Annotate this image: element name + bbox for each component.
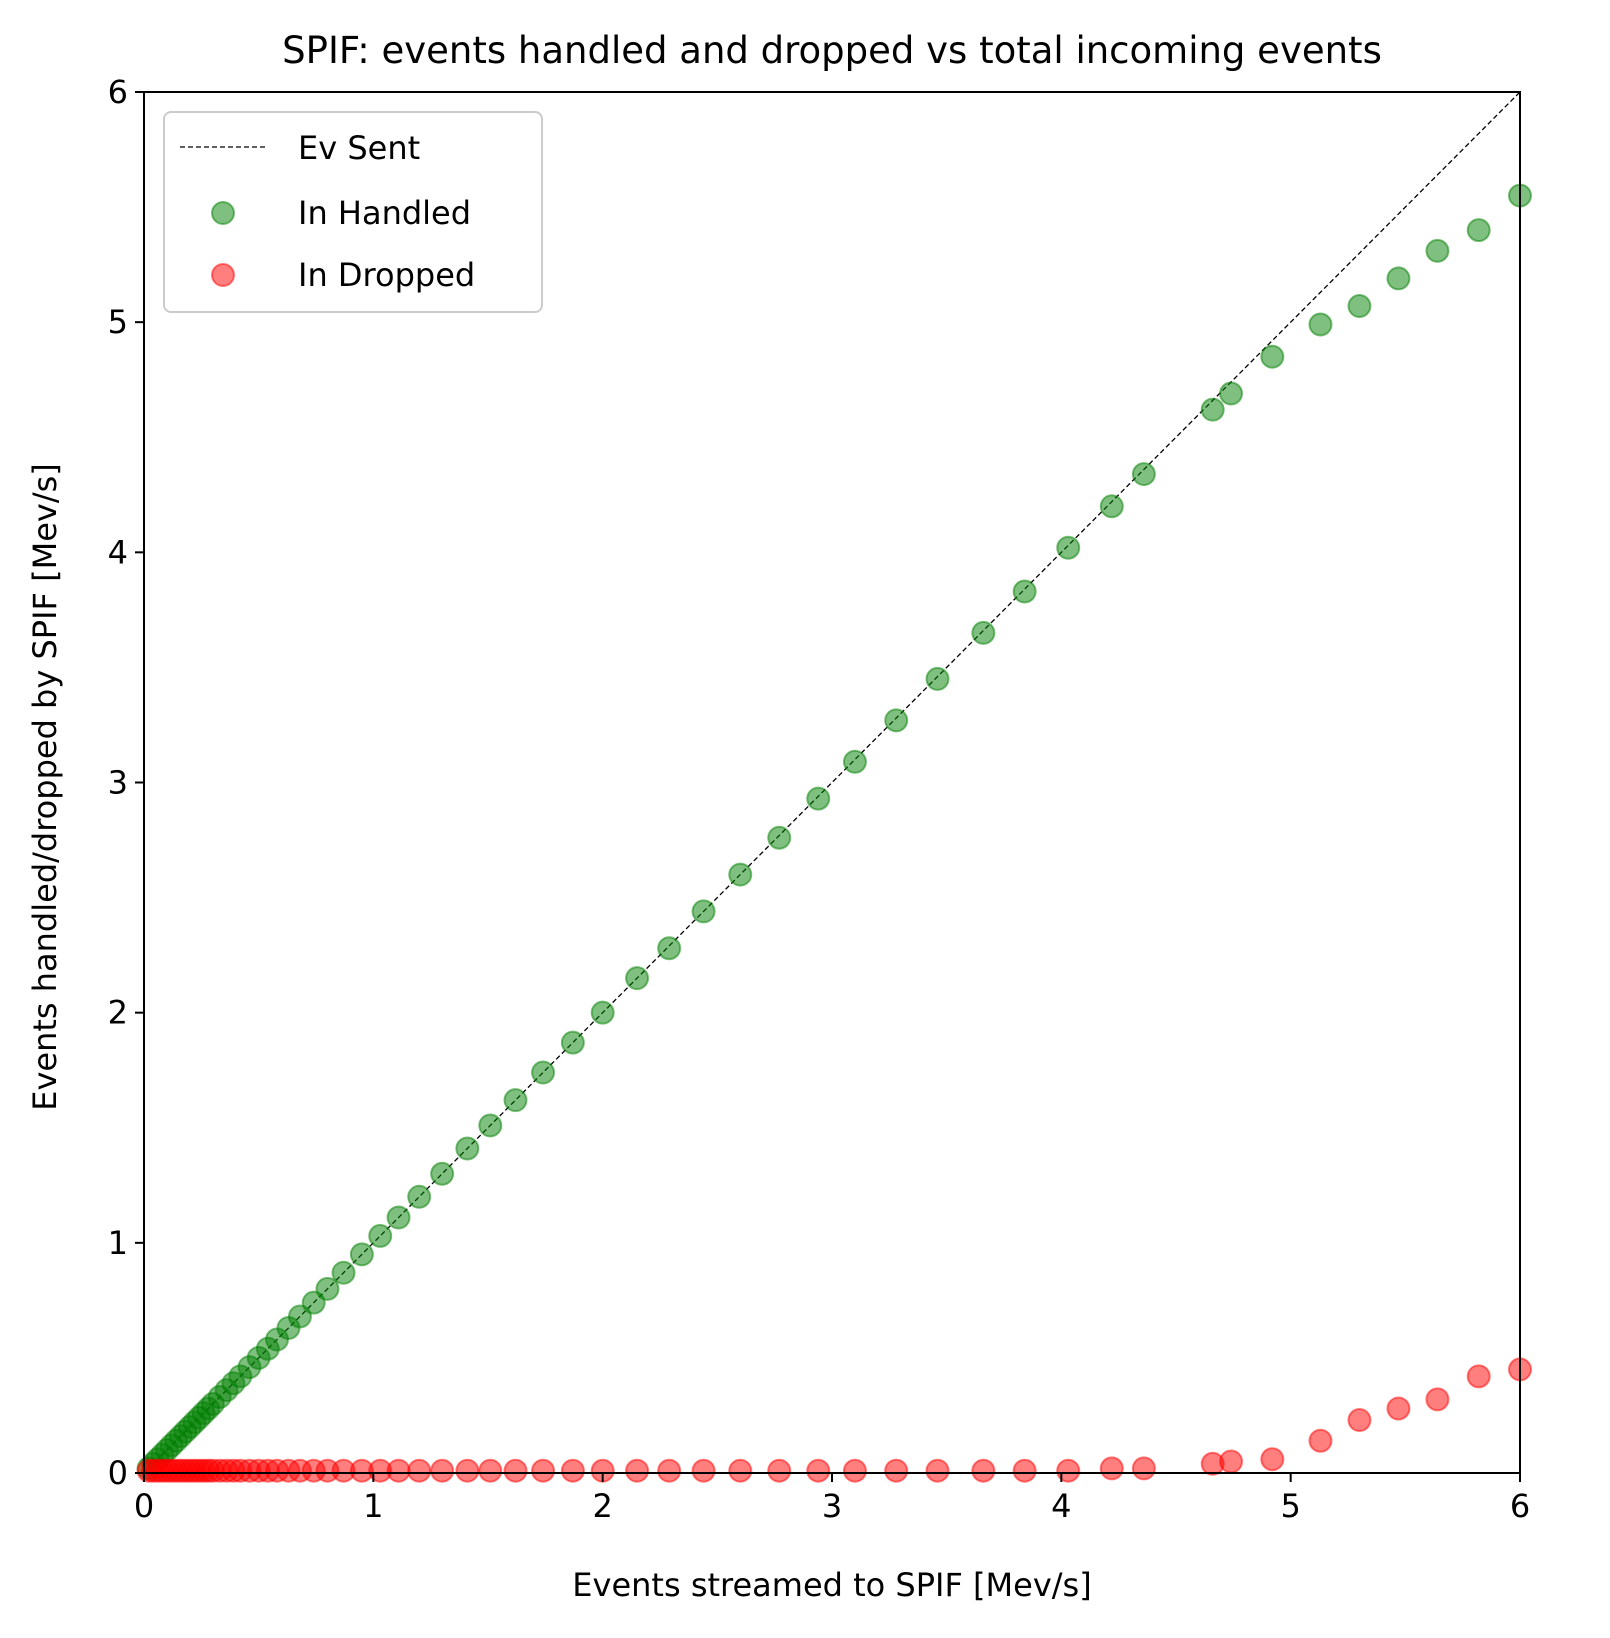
y-tick-label: 5 bbox=[108, 303, 128, 341]
legend-label-ev-sent: Ev Sent bbox=[298, 129, 420, 167]
in-handled-point bbox=[531, 1060, 556, 1085]
in-dropped-point bbox=[1012, 1458, 1037, 1483]
in-dropped-point bbox=[842, 1458, 867, 1483]
in-dropped-point bbox=[430, 1458, 455, 1483]
in-handled-point bbox=[1131, 462, 1156, 487]
in-handled-point bbox=[1386, 266, 1411, 291]
in-dropped-point bbox=[455, 1458, 480, 1483]
series-in-dropped bbox=[136, 1357, 1532, 1483]
in-handled-point bbox=[478, 1113, 503, 1138]
x-tick-label: 3 bbox=[822, 1487, 842, 1525]
legend-label-in-dropped: In Dropped bbox=[298, 256, 475, 294]
y-tick-label: 6 bbox=[108, 73, 128, 111]
in-handled-point bbox=[691, 899, 716, 924]
in-handled-point bbox=[1466, 218, 1491, 243]
y-tick-label: 4 bbox=[108, 533, 128, 571]
in-dropped-point bbox=[503, 1458, 528, 1483]
x-tick-label: 1 bbox=[363, 1487, 383, 1525]
in-handled-point bbox=[1012, 579, 1037, 604]
in-handled-point bbox=[368, 1223, 393, 1248]
in-handled-point bbox=[455, 1136, 480, 1161]
in-dropped-point bbox=[386, 1458, 411, 1483]
in-handled-point bbox=[386, 1205, 411, 1230]
y-axis-label: Events handled/dropped by SPIF [Mev/s] bbox=[26, 463, 64, 1111]
in-handled-point bbox=[1099, 494, 1124, 519]
y-tick-label: 0 bbox=[108, 1454, 128, 1492]
in-handled-point bbox=[971, 620, 996, 645]
in-dropped-point bbox=[806, 1458, 831, 1483]
in-handled-point bbox=[657, 936, 682, 961]
in-handled-point bbox=[806, 786, 831, 811]
in-dropped-point bbox=[560, 1458, 585, 1483]
in-dropped-point bbox=[971, 1458, 996, 1483]
in-dropped-point bbox=[657, 1458, 682, 1483]
legend-label-in-handled: In Handled bbox=[298, 194, 471, 232]
x-tick-label: 6 bbox=[1510, 1487, 1530, 1525]
x-tick-label: 2 bbox=[592, 1487, 612, 1525]
plot-area bbox=[136, 91, 1532, 1483]
in-handled-point bbox=[925, 666, 950, 691]
in-dropped-point bbox=[625, 1458, 650, 1483]
in-dropped-point bbox=[478, 1458, 503, 1483]
y-tick-label: 3 bbox=[108, 764, 128, 802]
in-handled-point bbox=[842, 749, 867, 774]
legend-in-handled-marker-icon bbox=[211, 201, 235, 225]
in-handled-point bbox=[430, 1161, 455, 1186]
in-handled-point bbox=[625, 966, 650, 991]
in-dropped-point bbox=[767, 1458, 792, 1483]
legend-box bbox=[163, 111, 543, 313]
in-handled-point bbox=[560, 1030, 585, 1055]
in-handled-point bbox=[407, 1184, 432, 1209]
in-dropped-point bbox=[531, 1458, 556, 1483]
in-handled-point bbox=[331, 1260, 356, 1285]
in-handled-point bbox=[349, 1242, 374, 1267]
in-dropped-point bbox=[925, 1458, 950, 1483]
legend: Ev Sent In Handled In Dropped bbox=[163, 111, 543, 313]
in-handled-point bbox=[728, 862, 753, 887]
in-dropped-point bbox=[691, 1458, 716, 1483]
plot-frame bbox=[143, 91, 1521, 1474]
in-dropped-point bbox=[1260, 1447, 1285, 1472]
in-dropped-point bbox=[728, 1458, 753, 1483]
in-handled-point bbox=[1260, 344, 1285, 369]
axis-ticks: 0 1 2 3 4 5 6 0 1 2 3 4 5 6 bbox=[108, 73, 1531, 1525]
in-dropped-point bbox=[1308, 1428, 1333, 1453]
in-dropped-point bbox=[407, 1458, 432, 1483]
in-dropped-point bbox=[1466, 1364, 1491, 1389]
in-handled-point bbox=[884, 708, 909, 733]
x-tick-label: 4 bbox=[1051, 1487, 1071, 1525]
y-tick-label: 1 bbox=[108, 1224, 128, 1262]
legend-in-dropped-marker-icon bbox=[211, 263, 235, 287]
in-handled-point bbox=[1347, 294, 1372, 319]
in-handled-point bbox=[1200, 397, 1225, 422]
in-dropped-point bbox=[1056, 1458, 1081, 1483]
in-dropped-point bbox=[1099, 1456, 1124, 1481]
chart-title: SPIF: events handled and dropped vs tota… bbox=[282, 29, 1382, 72]
y-tick-label: 2 bbox=[108, 994, 128, 1032]
in-dropped-point bbox=[1219, 1449, 1244, 1474]
in-handled-point bbox=[1308, 312, 1333, 337]
in-handled-point bbox=[315, 1276, 340, 1301]
in-handled-point bbox=[1219, 381, 1244, 406]
in-dropped-point bbox=[1386, 1396, 1411, 1421]
in-dropped-point bbox=[1131, 1456, 1156, 1481]
in-handled-point bbox=[503, 1088, 528, 1113]
x-axis-label: Events streamed to SPIF [Mev/s] bbox=[572, 1566, 1091, 1604]
in-dropped-point bbox=[1347, 1408, 1372, 1433]
in-handled-point bbox=[1425, 238, 1450, 263]
x-tick-label: 5 bbox=[1280, 1487, 1300, 1525]
in-handled-point bbox=[1056, 535, 1081, 560]
in-dropped-point bbox=[884, 1458, 909, 1483]
in-dropped-point bbox=[1425, 1387, 1450, 1412]
x-tick-label: 0 bbox=[134, 1487, 154, 1525]
in-handled-point bbox=[767, 825, 792, 850]
in-handled-point bbox=[590, 1000, 615, 1025]
